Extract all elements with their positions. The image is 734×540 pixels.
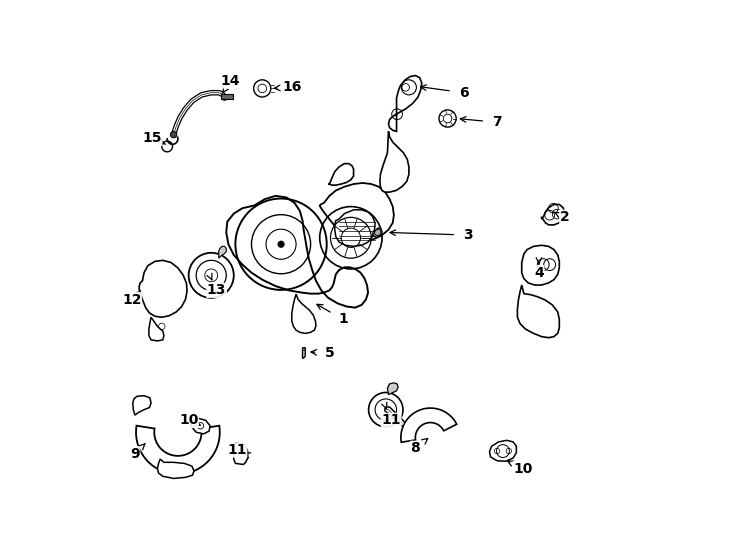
- Polygon shape: [401, 408, 457, 442]
- Text: 3: 3: [463, 228, 473, 242]
- FancyBboxPatch shape: [221, 94, 233, 99]
- Text: 5: 5: [324, 346, 334, 360]
- Polygon shape: [233, 443, 248, 464]
- Polygon shape: [139, 260, 187, 318]
- Circle shape: [170, 131, 177, 138]
- Text: 11: 11: [382, 414, 401, 428]
- Text: 7: 7: [493, 115, 502, 129]
- Polygon shape: [136, 426, 219, 474]
- Text: 15: 15: [142, 131, 162, 145]
- Text: 8: 8: [410, 441, 421, 455]
- Text: 4: 4: [534, 266, 544, 280]
- Circle shape: [278, 241, 284, 247]
- Text: 12: 12: [122, 293, 142, 307]
- Polygon shape: [373, 228, 382, 237]
- Polygon shape: [226, 196, 368, 308]
- Polygon shape: [517, 285, 559, 338]
- Polygon shape: [522, 245, 559, 285]
- Text: 16: 16: [282, 80, 302, 94]
- Polygon shape: [380, 131, 409, 192]
- Polygon shape: [542, 205, 564, 225]
- Text: 2: 2: [560, 211, 570, 224]
- Text: 1: 1: [338, 313, 348, 326]
- Polygon shape: [388, 383, 398, 395]
- Polygon shape: [490, 440, 516, 461]
- Polygon shape: [320, 183, 394, 242]
- Text: 13: 13: [207, 284, 226, 298]
- Polygon shape: [335, 210, 375, 246]
- Polygon shape: [328, 164, 354, 185]
- Text: 6: 6: [459, 86, 468, 100]
- Polygon shape: [292, 294, 316, 333]
- Polygon shape: [302, 348, 305, 358]
- Polygon shape: [219, 246, 226, 258]
- Polygon shape: [191, 418, 210, 434]
- Polygon shape: [133, 396, 151, 415]
- Text: 9: 9: [130, 447, 139, 461]
- Text: 10: 10: [179, 414, 198, 428]
- Polygon shape: [149, 318, 164, 341]
- Text: 10: 10: [513, 462, 532, 476]
- Polygon shape: [388, 76, 422, 131]
- Polygon shape: [158, 459, 194, 478]
- Text: 14: 14: [220, 74, 240, 88]
- Text: 11: 11: [228, 443, 247, 457]
